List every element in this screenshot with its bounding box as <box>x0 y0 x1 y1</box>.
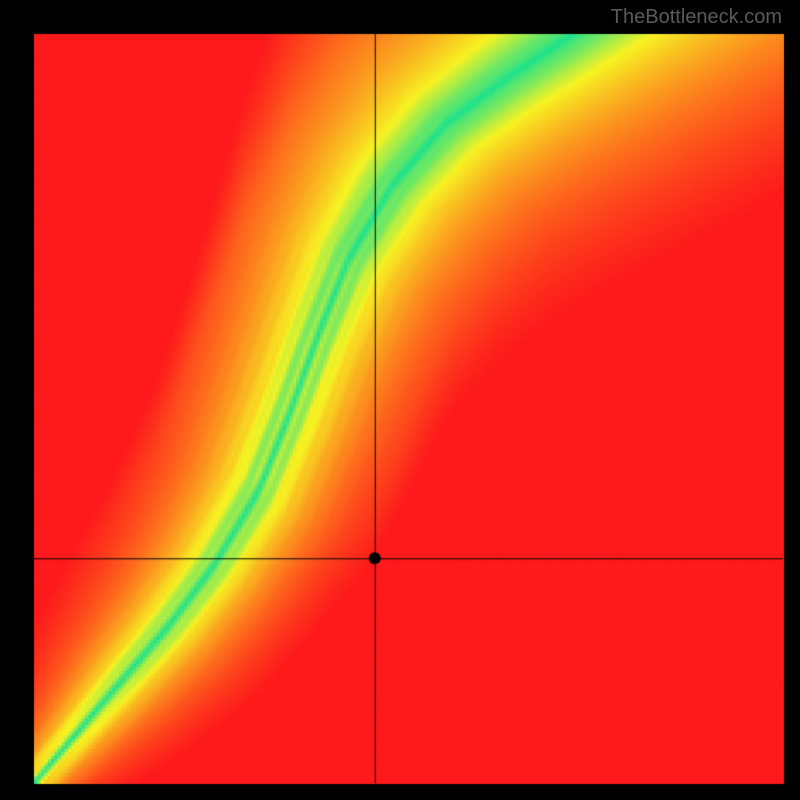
heatmap-canvas <box>0 0 800 800</box>
watermark-text: TheBottleneck.com <box>611 6 782 29</box>
chart-container: TheBottleneck.com <box>0 0 800 800</box>
